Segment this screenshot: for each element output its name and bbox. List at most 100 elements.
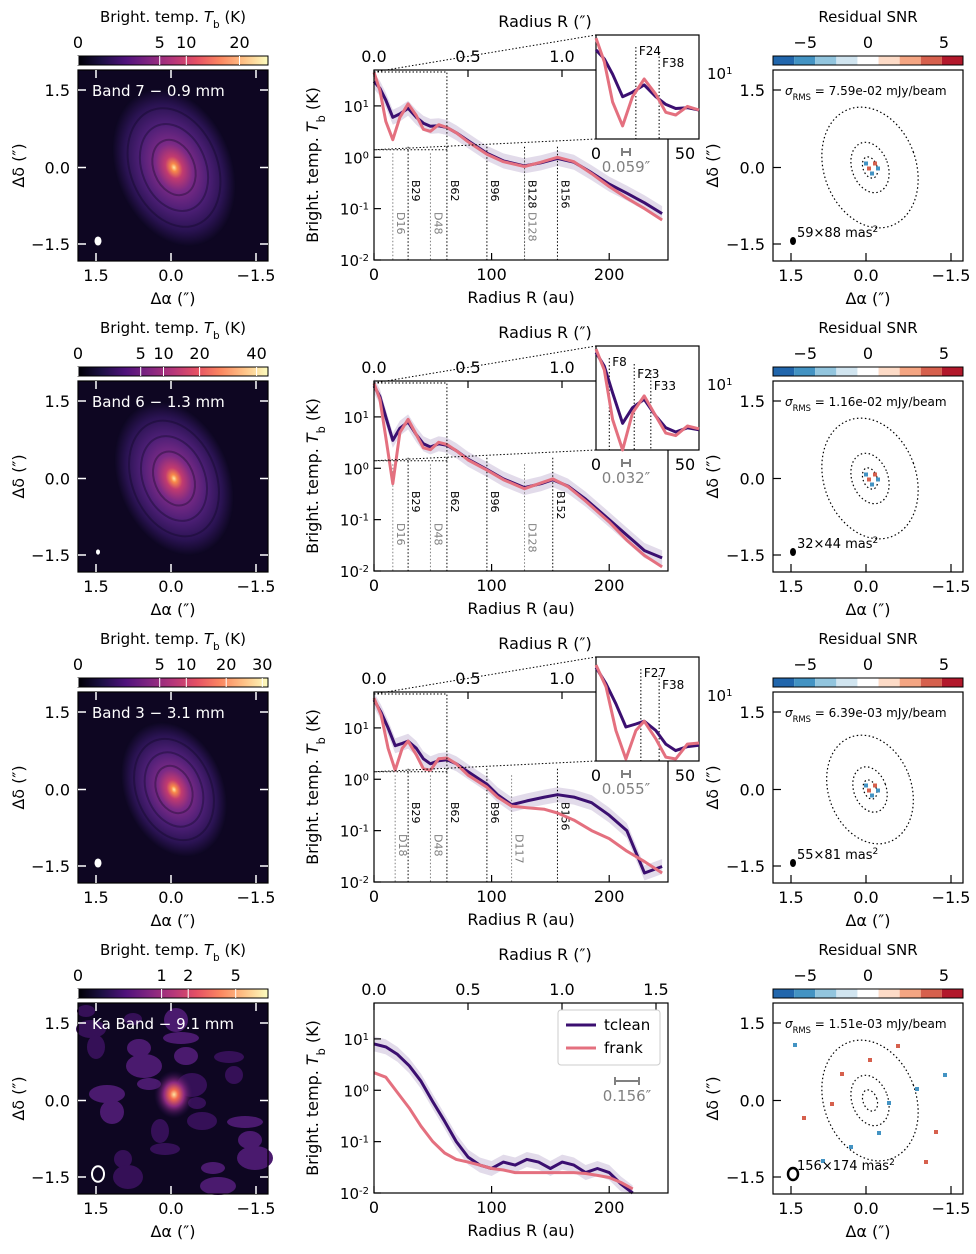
colorbar-tick-label: −5: [794, 344, 818, 363]
y-tick-label: 0.0: [45, 1092, 70, 1111]
y-axis-label: Δδ (″): [9, 143, 28, 187]
disk-gap: [152, 450, 196, 507]
ring-label: B128: [526, 180, 539, 209]
sigma-rms: σRMS = 6.39e-03 mJy/beam: [785, 706, 947, 724]
zoom-box: [373, 71, 448, 151]
y-tick-label: −1.5: [31, 546, 70, 565]
y-tick-label: 1.5: [740, 81, 765, 100]
inset-series-frank: [594, 37, 700, 128]
residual-speckle: [840, 1072, 844, 1076]
y-tick-label: 100: [344, 771, 369, 789]
y-tick-label: 10-1: [340, 823, 369, 841]
x-tick-label: 1.5: [778, 1199, 803, 1218]
noise-blob: [87, 1035, 105, 1059]
residual-speckle: [876, 788, 880, 793]
top-tick-label: 1.0: [549, 47, 574, 66]
noise-blob: [187, 1112, 217, 1130]
x-tick-label: 0: [369, 1198, 379, 1217]
colorbar-tick-label: −5: [794, 655, 818, 674]
y-axis-label: Bright. temp. Tb (K): [303, 709, 328, 865]
disk-emission: [154, 1070, 194, 1119]
colorbar-tick-label: 0: [863, 33, 873, 52]
colorbar-snr-segment: [878, 367, 900, 376]
colorbar-tick-label: 0: [863, 344, 873, 363]
colorbar-snr-segment: [794, 367, 816, 376]
noise-blob: [127, 1039, 151, 1057]
x-tick-label: 0: [369, 887, 379, 906]
scale-bar-label: 0.055″: [602, 780, 651, 798]
residual-speckle: [867, 477, 871, 482]
band-label: Ka Band − 9.1 mm: [92, 1015, 234, 1033]
colorbar-tick-label: 5: [231, 966, 241, 985]
ring-label: B29: [409, 491, 422, 513]
noise-blob: [200, 1177, 236, 1195]
profile-frame: [373, 380, 669, 572]
noise-blob: [201, 1162, 225, 1174]
colorbar-tick-label: 0: [73, 344, 83, 363]
scale-bar-label: 0.156″: [603, 1087, 652, 1105]
ring-label: B62: [448, 491, 461, 513]
colorbar-snr-segment: [857, 678, 879, 687]
y-tick-label: 10-1: [340, 1134, 369, 1152]
colorbar-snr: [772, 677, 964, 688]
y-tick-label: 10-2: [340, 252, 369, 270]
y-axis-label: Bright. temp. Tb (K): [303, 87, 328, 243]
x-tick-label: 0.0: [158, 1199, 183, 1218]
colorbar-snr-segment: [815, 989, 837, 998]
disk-emission: [112, 88, 236, 247]
ring-label: B96: [488, 802, 501, 824]
ring-label: B156: [558, 180, 571, 209]
x-tick-label: 1.5: [83, 266, 108, 285]
y-axis-label: Δδ (″): [9, 454, 28, 498]
ring-contour: [852, 766, 888, 813]
beam-size-label: 59×88 mas2: [797, 225, 878, 241]
noise-blob: [214, 1051, 244, 1063]
noise-blob: [76, 1020, 106, 1038]
x-tick-label: 100: [476, 1198, 507, 1217]
beam-ellipse: [94, 236, 102, 246]
y-tick-label: −1.5: [726, 546, 765, 565]
inset-feature-label: F8: [612, 355, 627, 369]
top-tick-label: 0.0: [361, 47, 386, 66]
profile-frame: [373, 691, 669, 883]
image-frame: [77, 1002, 269, 1195]
top-axis-label: Radius R (″): [498, 12, 591, 31]
colorbar-tick-label: 5: [136, 344, 146, 363]
gap-label: D128: [526, 523, 539, 552]
ring-contour: [861, 1089, 879, 1112]
y-tick-label: 1.5: [45, 703, 70, 722]
noise-blob: [77, 1005, 95, 1017]
beam-ellipse: [790, 859, 796, 867]
series-frank: [372, 71, 663, 222]
colorbar-snr-segment: [836, 56, 858, 65]
image-frame: [77, 69, 269, 262]
residual-speckle: [870, 793, 874, 798]
profile-frame: [373, 1002, 669, 1194]
residual-speckle: [864, 783, 868, 788]
colorbar-snr-segment: [941, 989, 963, 998]
y-tick-label: 10-2: [340, 1185, 369, 1203]
disk-emission: [114, 401, 234, 556]
residual-speckle: [924, 1160, 928, 1164]
x-axis-label: Radius R (au): [467, 1221, 574, 1240]
ring-label: B29: [409, 180, 422, 202]
colorbar-snr-segment: [920, 367, 942, 376]
row-4: Bright. temp. Tb (K) 0 1 2 5 Ka Band − 9.1 mm…: [9, 941, 970, 1241]
gap-label: D18: [396, 834, 409, 856]
disk-gap: [138, 123, 210, 212]
ring-label: B62: [448, 180, 461, 202]
x-tick-label: −1.5: [237, 888, 276, 907]
y-axis-label: Δδ (″): [703, 765, 722, 809]
x-axis-label: Δα (″): [150, 600, 195, 619]
x-tick-label: 1.5: [83, 577, 108, 596]
y-tick-label: 0.0: [740, 159, 765, 178]
residual-speckle: [821, 1159, 825, 1163]
residual-speckle: [877, 1131, 881, 1135]
colorbar-tick-label: 10: [176, 33, 196, 52]
inset-y-tick-label: 101: [707, 65, 732, 83]
noise-blob: [114, 1150, 132, 1168]
colorbar-tick-label: 20: [216, 655, 236, 674]
noise-blob: [113, 1165, 143, 1189]
y-tick-label: −1.5: [726, 235, 765, 254]
